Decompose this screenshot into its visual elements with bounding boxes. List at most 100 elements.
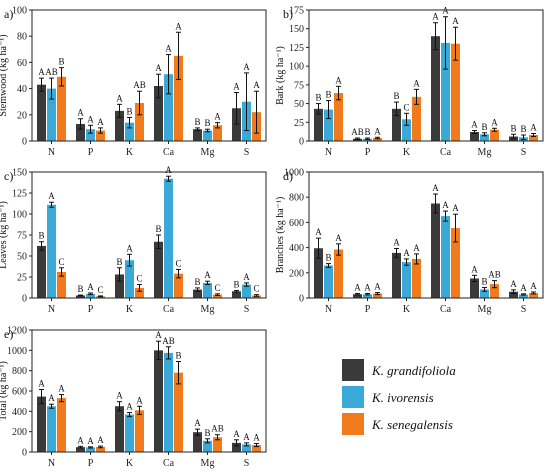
bar <box>392 252 401 298</box>
significance-letter: C <box>58 257 64 267</box>
bar <box>115 110 124 141</box>
bar <box>203 282 212 298</box>
x-tick-label: Mg <box>201 458 215 469</box>
bar <box>490 129 499 141</box>
significance-letter: A <box>354 282 361 292</box>
bar <box>125 260 134 298</box>
bar <box>232 442 241 452</box>
bar <box>174 372 183 452</box>
legend-swatch <box>342 386 364 408</box>
significance-letter: A <box>165 165 172 175</box>
x-tick-label: P <box>365 304 371 315</box>
x-tick-label: N <box>325 304 332 315</box>
significance-letter: A <box>126 402 133 412</box>
x-tick-label: S <box>521 304 527 315</box>
significance-letter: A <box>136 395 143 405</box>
significance-letter: A <box>491 117 498 127</box>
x-tick-label: Ca <box>163 304 175 315</box>
bar <box>470 132 479 141</box>
bar <box>441 42 450 141</box>
y-tick-label: 0 <box>22 294 27 305</box>
bar <box>203 440 212 452</box>
bar <box>154 85 163 141</box>
bar <box>334 93 343 141</box>
significance-letter: A <box>204 270 211 280</box>
bar <box>470 278 479 298</box>
significance-letter: A <box>374 282 381 292</box>
panel-border <box>31 329 267 453</box>
significance-letter: A <box>471 264 478 274</box>
bar <box>412 258 421 298</box>
significance-letter: A <box>510 279 517 289</box>
y-tick-label: 100 <box>289 62 304 73</box>
bar <box>37 396 46 452</box>
y-tick-label: 50 <box>294 99 304 110</box>
bar <box>451 43 460 141</box>
y-tick-label: 175 <box>289 6 304 17</box>
x-tick-label: S <box>244 147 250 158</box>
significance-letter: A <box>374 126 381 136</box>
bar <box>451 228 460 298</box>
significance-letter: A <box>48 191 55 201</box>
bar <box>324 109 333 141</box>
y-tick-label: 200 <box>289 268 304 279</box>
y-tick-label: 75 <box>294 80 304 91</box>
bar <box>203 130 212 141</box>
significance-letter: A <box>253 80 260 90</box>
y-axis-label: Stemwood (kg ha⁻¹) <box>0 34 9 116</box>
significance-letter: B <box>175 351 181 361</box>
bar <box>402 119 411 141</box>
significance-letter: B <box>510 123 516 133</box>
x-tick-label: Mg <box>201 147 215 158</box>
bar <box>441 216 450 298</box>
y-tick-label: 75 <box>17 231 27 242</box>
bar <box>174 273 183 298</box>
significance-letter: A <box>364 282 371 292</box>
significance-letter: A <box>155 63 162 73</box>
y-tick-label: 0 <box>299 137 304 148</box>
bar <box>57 398 66 452</box>
x-tick-label: K <box>126 147 134 158</box>
significance-letter: C <box>136 274 142 284</box>
bar <box>392 108 401 141</box>
bar <box>232 291 241 298</box>
y-tick-label: 50 <box>17 252 27 263</box>
significance-letter: A <box>243 272 250 282</box>
x-tick-label: N <box>48 147 55 158</box>
significance-letter: A <box>165 44 172 54</box>
bar <box>193 129 202 141</box>
significance-letter: C <box>97 285 103 295</box>
significance-letter: AB <box>211 424 224 434</box>
bar <box>164 178 173 298</box>
y-axis-label: Leaves (kg ha⁻¹) <box>0 201 9 269</box>
significance-letter: B <box>58 57 64 67</box>
significance-letter: A <box>97 117 104 127</box>
significance-letter: C <box>175 258 181 268</box>
significance-letter: A <box>442 6 449 16</box>
significance-letter: A <box>442 200 449 210</box>
bar <box>135 103 144 141</box>
bar <box>529 292 538 298</box>
significance-letter: B <box>77 284 83 294</box>
bar <box>96 446 105 452</box>
bar <box>402 262 411 298</box>
significance-letter: A <box>87 282 94 292</box>
significance-letter: A <box>243 432 250 442</box>
bar <box>76 123 85 141</box>
y-tick-label: 400 <box>12 407 27 418</box>
panel-label: c) <box>4 169 13 183</box>
bar <box>115 406 124 452</box>
panel-e: e) Total (kg ha⁻¹) 0 200 400 600 800 1000 1200 N A… <box>0 326 267 469</box>
significance-letter: B <box>520 124 526 134</box>
y-tick-label: 125 <box>12 189 27 200</box>
significance-letter: AB <box>351 127 364 137</box>
bar <box>480 134 489 141</box>
bar <box>334 249 343 298</box>
significance-letter: B <box>204 428 210 438</box>
y-tick-label: 0 <box>22 137 27 148</box>
significance-letter: A <box>413 78 420 88</box>
significance-letter: B <box>481 277 487 287</box>
significance-letter: B <box>393 91 399 101</box>
significance-letter: A <box>530 123 537 133</box>
y-tick-label: 0 <box>299 294 304 305</box>
